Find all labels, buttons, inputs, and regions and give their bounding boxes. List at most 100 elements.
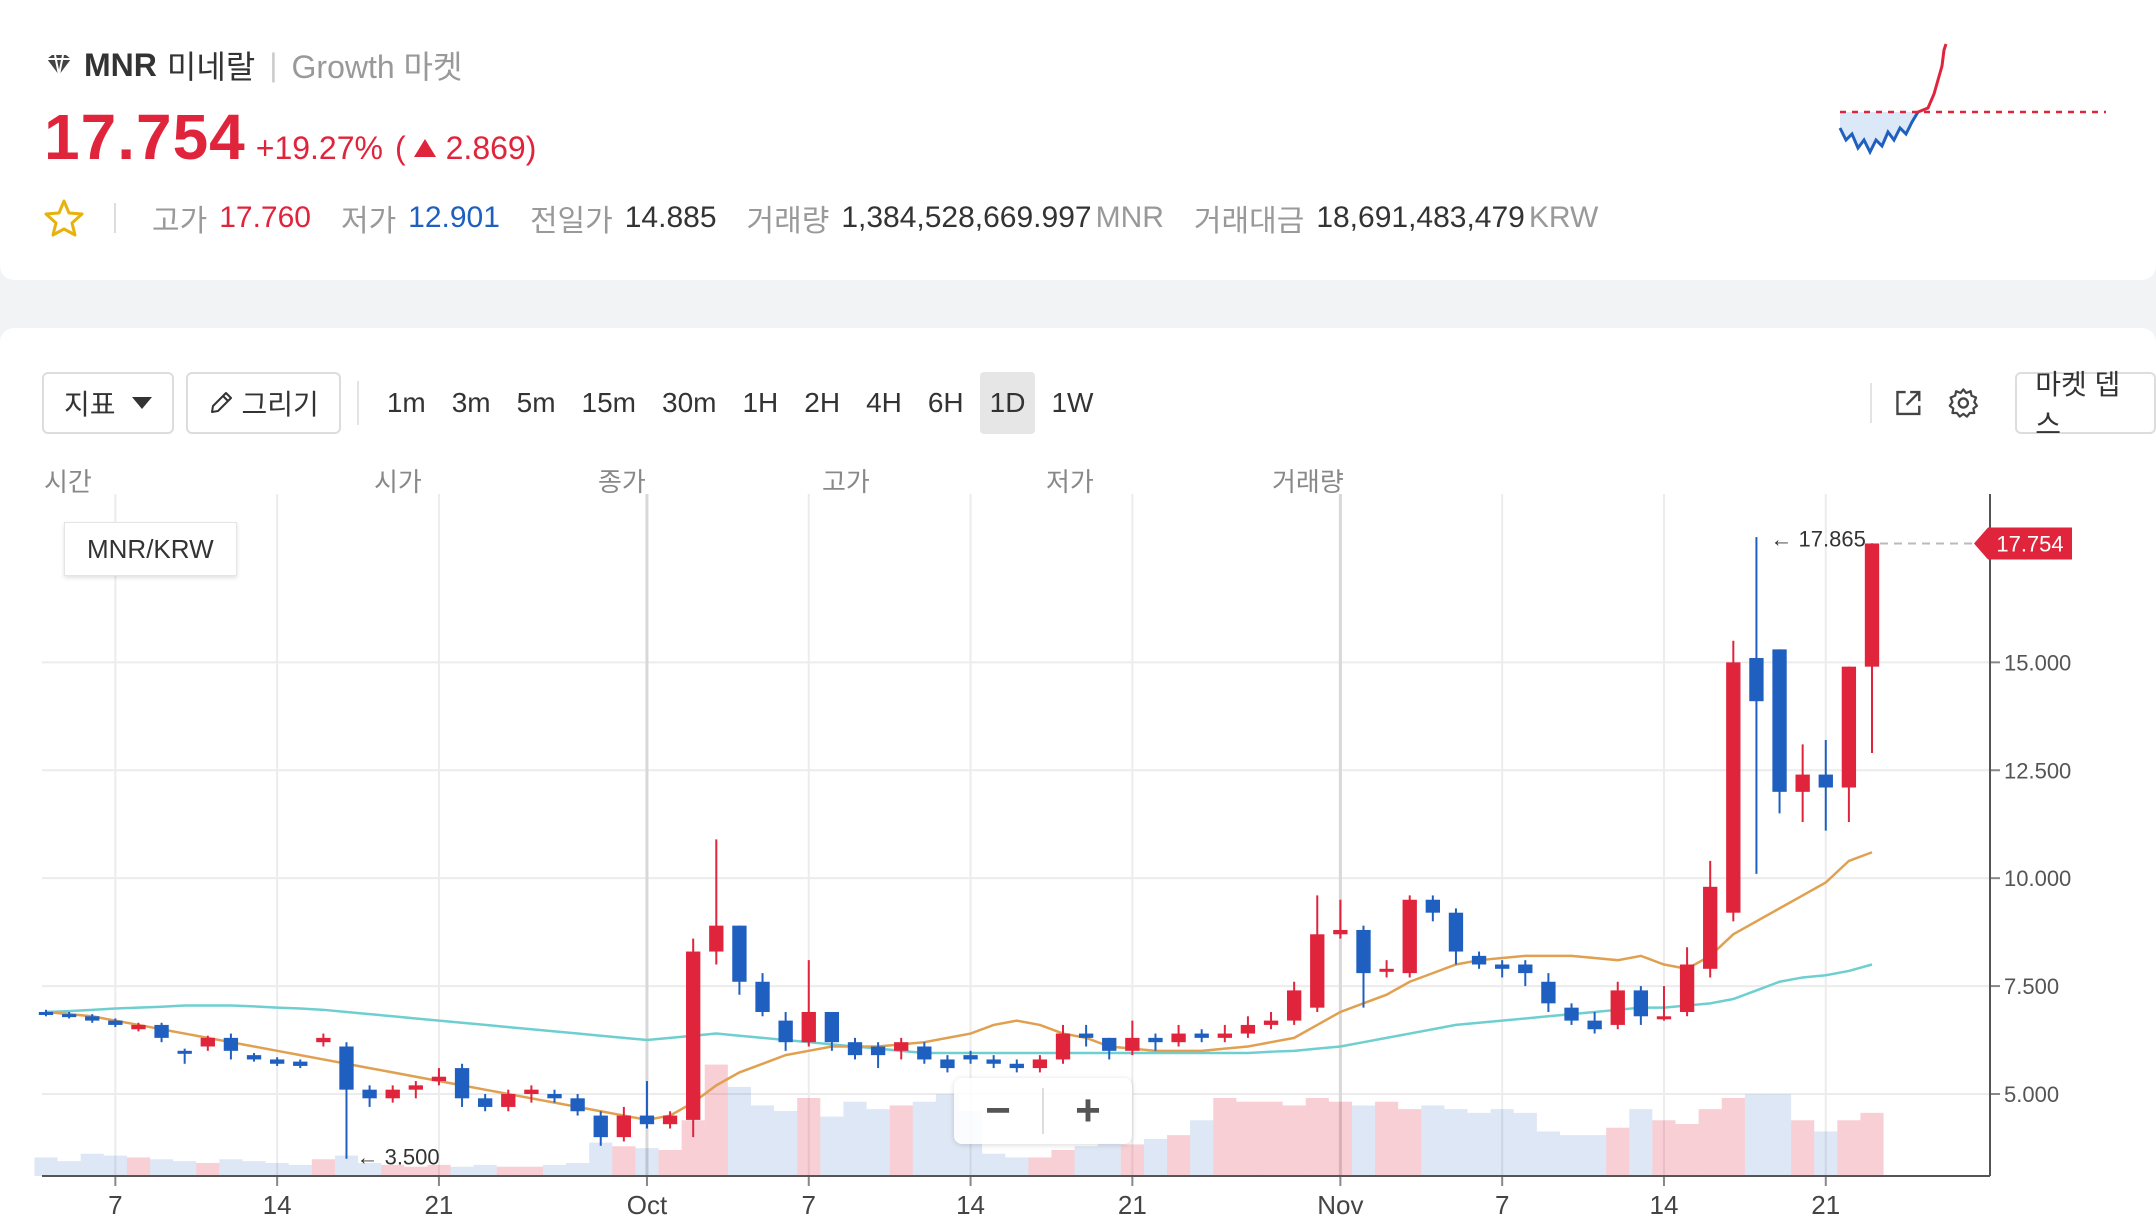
price-row: 17.754 +19.27% ( 2.869) (44, 100, 536, 174)
zoom-separator (1042, 1088, 1044, 1134)
volume-label-legend: 거래량 (1272, 467, 1344, 497)
candle-body (339, 1046, 354, 1090)
candle-body (1726, 662, 1741, 913)
interval-15m[interactable]: 15m (581, 387, 636, 418)
gear-icon[interactable] (1947, 385, 1980, 421)
candle-body (801, 1011, 816, 1043)
x-tick-label: 7 (1495, 1190, 1509, 1220)
x-tick-label: 21 (1118, 1190, 1147, 1220)
title-separator: | (269, 46, 278, 83)
candle-body (732, 925, 747, 982)
volume-bar (797, 1098, 821, 1176)
candle-body (1379, 968, 1394, 972)
volume-bar (1005, 1157, 1029, 1176)
volume-bar (1074, 1146, 1098, 1176)
zoom-out-button[interactable]: − (985, 1086, 1011, 1135)
interval-5m[interactable]: 5m (516, 387, 556, 418)
volume-bar (889, 1105, 913, 1176)
candle-body (408, 1085, 423, 1090)
candle-body (824, 1011, 840, 1043)
volume-bar (1583, 1135, 1607, 1176)
candle-body (1448, 912, 1464, 952)
indicator-label: 지표 (64, 389, 116, 420)
interval-4H[interactable]: 4H (866, 387, 902, 418)
candle-body (38, 1011, 54, 1015)
interval-30m[interactable]: 30m (662, 387, 717, 418)
candle-body (1841, 666, 1857, 788)
zoom-in-button[interactable]: + (1075, 1086, 1101, 1135)
candle-body (1055, 1033, 1071, 1060)
draw-button[interactable]: 그리기 (185, 372, 341, 434)
current-price: 17.754 (44, 101, 246, 173)
change-percent: +19.27% (255, 130, 383, 166)
volume-unit: MNR (1095, 201, 1164, 234)
candle-body (1541, 981, 1556, 1004)
candle-body (1425, 899, 1441, 913)
candle-body (547, 1093, 562, 1099)
candle-body (200, 1037, 215, 1047)
interval-selector: 1m 3m 5m 15m 30m 1H 2H 4H 6H 1D 1W (377, 372, 1110, 434)
header-card: MNR 미네랄 | Growth 마켓 17.754 +19.27% ( 2.8… (0, 0, 2156, 280)
volume-bar (450, 1166, 474, 1176)
candle-body (1032, 1059, 1048, 1069)
candle-body (1194, 1033, 1209, 1038)
open-label: 시가 (374, 467, 422, 497)
volume-bar (288, 1164, 312, 1176)
x-tick-label: 14 (956, 1190, 985, 1220)
volume-bar (1167, 1135, 1191, 1176)
interval-1m[interactable]: 1m (386, 387, 426, 418)
candle-body (293, 1061, 308, 1066)
candle-body (1102, 1037, 1117, 1051)
interval-3m[interactable]: 3m (451, 387, 491, 418)
interval-2H[interactable]: 2H (804, 387, 841, 418)
volume-bar (1837, 1120, 1861, 1176)
volume-bar (1398, 1109, 1422, 1176)
prev-close-label: 전일가 (529, 205, 613, 238)
volume-bar (334, 1155, 359, 1176)
x-tick-label: 14 (263, 1190, 292, 1220)
volume-bar (519, 1166, 543, 1176)
coin-symbol: MNR (84, 46, 157, 83)
candle-body (1587, 1020, 1602, 1030)
volume-bar (1675, 1124, 1699, 1176)
candle-body (223, 1037, 239, 1051)
volume-bar (935, 1094, 959, 1176)
candle-body (1656, 1016, 1672, 1020)
candle-body (1286, 990, 1302, 1021)
volume-bar (912, 1101, 936, 1176)
candlestick-chart[interactable]: 15.000 12.500 10.000 7.500 5.000 7 14 21 Oct 7 14 2… (0, 494, 2156, 1232)
interval-1W[interactable]: 1W (1051, 387, 1094, 418)
candle-body (1356, 929, 1371, 974)
interval-1D[interactable]: 1D (979, 372, 1036, 434)
external-link-icon[interactable] (1892, 385, 1925, 421)
candle-body (986, 1059, 1001, 1064)
interval-6H[interactable]: 6H (927, 387, 964, 418)
candle-body (1495, 964, 1510, 969)
candle-body (917, 1046, 932, 1060)
volume-bar (242, 1161, 266, 1176)
candle-body (894, 1042, 909, 1051)
volume-bar (126, 1157, 151, 1176)
volume-bar (1213, 1098, 1237, 1176)
title-row: MNR 미네랄 | Growth 마켓 (44, 42, 462, 88)
candle-body (755, 981, 770, 1012)
volume-bar (311, 1159, 335, 1176)
change-open-paren: ( (394, 130, 406, 166)
volume-bar (57, 1161, 81, 1176)
volume-bar (982, 1153, 1006, 1176)
favorite-star-icon[interactable] (44, 198, 84, 238)
interval-1H[interactable]: 1H (742, 387, 779, 418)
volume-bar (1028, 1157, 1052, 1176)
volume-bar (1190, 1120, 1214, 1176)
candle-body (1564, 1007, 1579, 1021)
candle-body (709, 925, 724, 952)
candle-body (385, 1089, 400, 1099)
candle-body (1171, 1033, 1186, 1043)
low-value: 12.901 (408, 201, 500, 234)
trade-amount-label: 거래대금 (1193, 205, 1305, 238)
volume-bar (1513, 1112, 1537, 1176)
market-depth-button[interactable]: 마켓 뎁스 (2015, 369, 2156, 440)
volume-bar (1467, 1112, 1491, 1176)
indicator-button[interactable]: 지표 (42, 372, 174, 434)
candle-body (1795, 774, 1810, 792)
